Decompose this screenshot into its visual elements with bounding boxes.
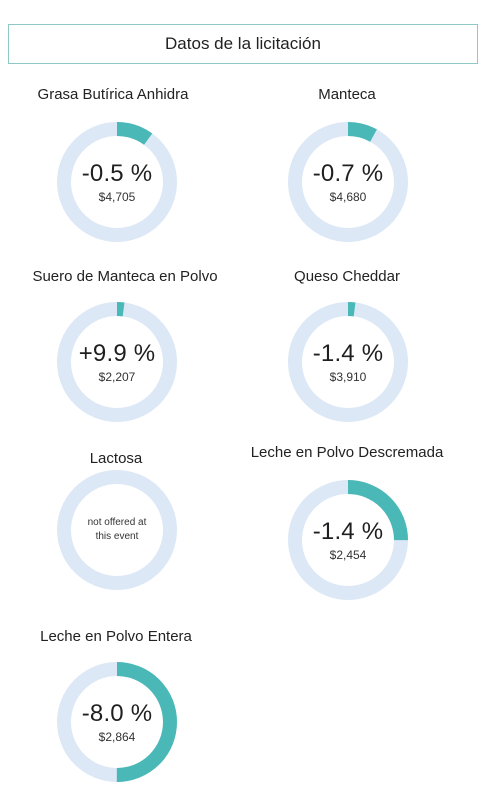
- donut-arc: [57, 302, 177, 422]
- product-card-leche-entera: Leche en Polvo Entera -8.0 % $2,864: [0, 628, 230, 798]
- change-percent: -1.4 %: [312, 518, 384, 545]
- price-value: $2,454: [329, 548, 367, 562]
- change-donut: -1.4 % $2,454: [286, 478, 410, 602]
- product-name: Lactosa: [89, 450, 143, 467]
- donut-chart: [57, 470, 177, 590]
- price-value: $3,910: [329, 370, 367, 384]
- product-name: Manteca: [318, 86, 376, 103]
- change-donut: -0.5 % $4,705: [55, 120, 179, 244]
- change-donut: -1.4 % $3,910: [286, 300, 410, 424]
- page-title: Datos de la licitación: [165, 34, 321, 53]
- change-donut: -8.0 % $2,864: [55, 660, 179, 784]
- change-percent: -8.0 %: [81, 700, 153, 727]
- donut-track: [57, 470, 177, 590]
- price-value: $2,864: [98, 730, 136, 744]
- product-card-leche-descremada: Leche en Polvo Descremada -1.4 % $2,454: [232, 444, 462, 614]
- product-card-lactosa: Lactosa not offered at this event: [0, 450, 230, 620]
- price-value: $4,680: [329, 190, 367, 204]
- change-percent: +9.9 %: [78, 340, 156, 367]
- donut-arc: [288, 480, 408, 600]
- donut-chart: [57, 662, 177, 782]
- donut-arc: [288, 122, 408, 242]
- product-card-suero-manteca: Suero de Manteca en Polvo +9.9 % $2,207: [0, 268, 230, 438]
- donut-arc: [57, 122, 177, 242]
- product-card-queso-cheddar: Queso Cheddar -1.4 % $3,910: [232, 268, 462, 438]
- product-name: Grasa Butírica Anhidra: [37, 86, 189, 103]
- product-card-manteca: Manteca -0.7 % $4,680: [232, 86, 462, 256]
- change-percent: -0.7 %: [312, 160, 384, 187]
- change-donut: not offered at this event: [55, 468, 179, 592]
- donut-arc: [57, 662, 177, 782]
- product-name: Queso Cheddar: [294, 268, 400, 285]
- donut-chart: [57, 302, 177, 422]
- price-value: $4,705: [98, 190, 136, 204]
- donut-chart: [288, 302, 408, 422]
- donut-arc: [288, 302, 408, 422]
- price-value: $2,207: [98, 370, 136, 384]
- donut-chart: [57, 122, 177, 242]
- change-donut: +9.9 % $2,207: [55, 300, 179, 424]
- change-donut: -0.7 % $4,680: [286, 120, 410, 244]
- product-card-grasa-butirica: Grasa Butírica Anhidra -0.5 % $4,705: [0, 86, 230, 256]
- page-header: Datos de la licitación: [8, 24, 478, 64]
- product-name: Leche en Polvo Entera: [40, 628, 192, 645]
- change-percent: -1.4 %: [312, 340, 384, 367]
- product-name: Leche en Polvo Descremada: [250, 444, 444, 461]
- not-offered-note: not offered at this event: [87, 517, 147, 542]
- product-name: Suero de Manteca en Polvo: [32, 268, 218, 285]
- donut-chart: [288, 480, 408, 600]
- change-percent: -0.5 %: [81, 160, 153, 187]
- donut-chart: [288, 122, 408, 242]
